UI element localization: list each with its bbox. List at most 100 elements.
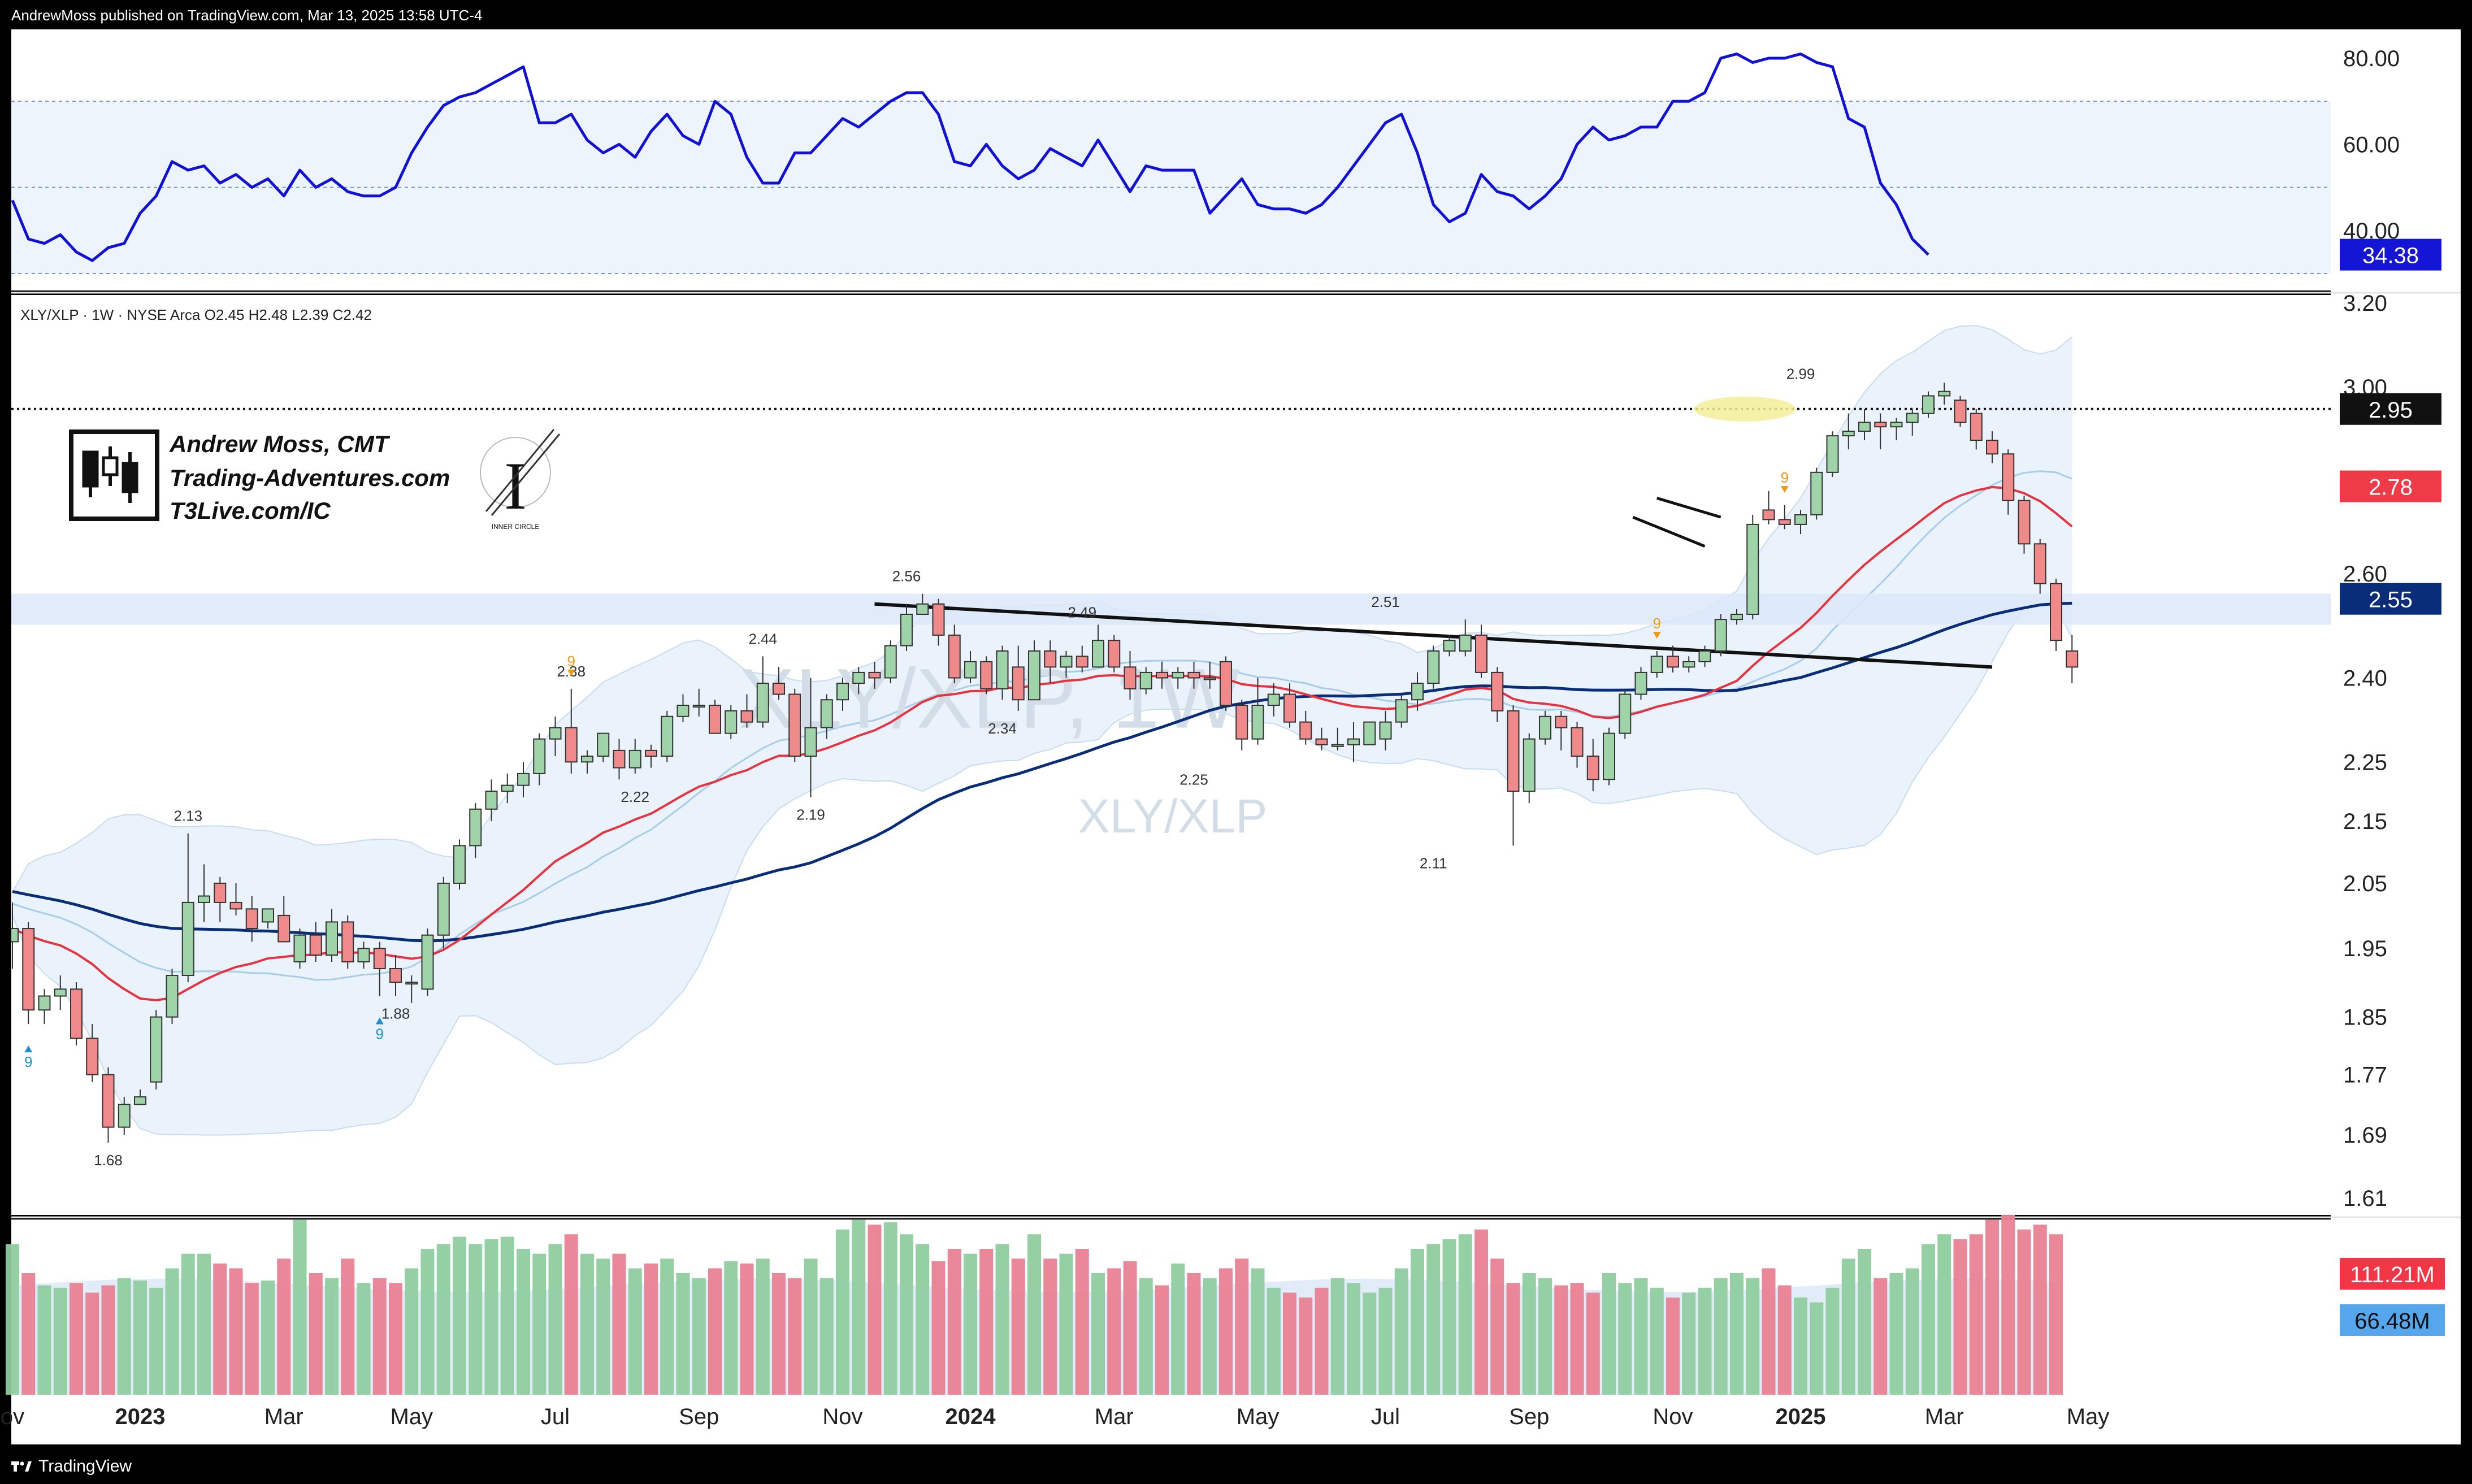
time-tick-label: May [2067,1404,2110,1429]
price-tick-label: 1.95 [2343,936,2387,961]
candle [1395,694,1408,728]
volume-bar [1139,1278,1153,1395]
volume-bar [900,1234,913,1395]
candle-body [277,914,290,943]
candle [405,975,418,1003]
candle-body [996,650,1009,689]
volume-bar [469,1244,483,1395]
td-sell-count: 9 [1653,615,1661,632]
volume-bar [420,1249,435,1395]
candle-body [676,705,689,717]
candle [1698,645,1711,667]
candle-body [1778,519,1791,525]
candle [820,694,833,739]
tradingview-logo-icon [11,1461,32,1472]
candle [1842,413,1855,450]
volume-bar [1825,1287,1840,1395]
candle-body [1731,614,1743,620]
inner-circle-slash [485,429,555,512]
candle [277,896,290,943]
volume-bar [2049,1234,2063,1395]
branding-name: Andrew Moss, CMT [169,431,391,457]
candle-body [1108,640,1121,668]
price-tick-label: 3.20 [2343,291,2387,316]
candle [1235,700,1248,750]
td-sell-count: 9 [567,653,575,670]
volume-bar [21,1273,36,1395]
td-buy-count: 9 [24,1053,32,1070]
candle-body [613,749,626,769]
candle-body [1491,671,1504,711]
candle-body [1810,471,1823,515]
branding: Andrew Moss, CMT Trading-Adventures.com T3… [69,429,561,531]
volume-bar [1315,1287,1329,1395]
volume-bar [1267,1287,1281,1395]
candle [1938,383,1951,405]
branding-site2: T3Live.com/IC [170,497,331,524]
volume-bar [964,1253,977,1395]
volume-bar [1554,1285,1568,1395]
volume-bar [1347,1283,1360,1395]
volume-bar [1043,1259,1057,1395]
volume-bar [1411,1249,1424,1395]
candle-body [405,982,418,985]
volume-bar [1219,1268,1233,1395]
logo-candle-body [122,462,138,493]
candle-body [900,614,913,646]
candle-body [453,845,466,884]
volume-bar [756,1259,770,1395]
volume-bar [740,1263,754,1395]
candle [1746,514,1759,620]
candle [1331,727,1344,750]
candle-body [1044,650,1057,668]
candle [2002,449,2015,515]
candle-body [1267,693,1280,706]
volume-bar [517,1249,530,1395]
candle-body [1571,727,1584,757]
candle-body [2066,650,2079,668]
candle [1060,650,1073,678]
volume-bar [1985,1220,1999,1395]
candle [1347,722,1360,762]
volume-bar [213,1263,227,1395]
candle [134,1089,146,1105]
time-tick-label: Sep [679,1404,719,1429]
footer-brand: TradingView [11,1457,132,1476]
candle-body [1203,677,1216,680]
candle [421,928,434,996]
candle-body [1475,634,1487,673]
volume-bar [149,1287,163,1395]
volume-bar [165,1268,179,1395]
candle-body [868,671,881,679]
sma-price-label: 2.55 [2369,588,2413,613]
volume-bar [1538,1278,1552,1395]
bollinger-band-fill [12,326,2072,1135]
candle [1762,491,1775,524]
time-tick-label: Jul [541,1404,570,1429]
candle [341,915,354,969]
volume-bar [1506,1283,1520,1395]
inner-circle-logo-icon [480,437,551,508]
candle-body [1092,640,1104,668]
candle [565,688,578,774]
candle-body [1028,650,1040,701]
candle [1012,645,1025,711]
rsi-last-label: 34.38 [2362,244,2419,268]
candle-body [884,645,897,679]
candle-body [22,928,35,1011]
candle [773,667,785,700]
candle-body [709,705,721,734]
candle [1124,650,1137,700]
volume-bar [1299,1298,1313,1395]
volume-bar [1522,1273,1536,1395]
volume-bar [1426,1244,1441,1395]
candle [1682,656,1695,672]
candle [1156,661,1168,689]
candle-body [1347,738,1360,745]
candle-body [102,1074,115,1128]
candle [996,645,1009,700]
candle-body [1379,721,1392,740]
candle-body [1012,666,1025,701]
